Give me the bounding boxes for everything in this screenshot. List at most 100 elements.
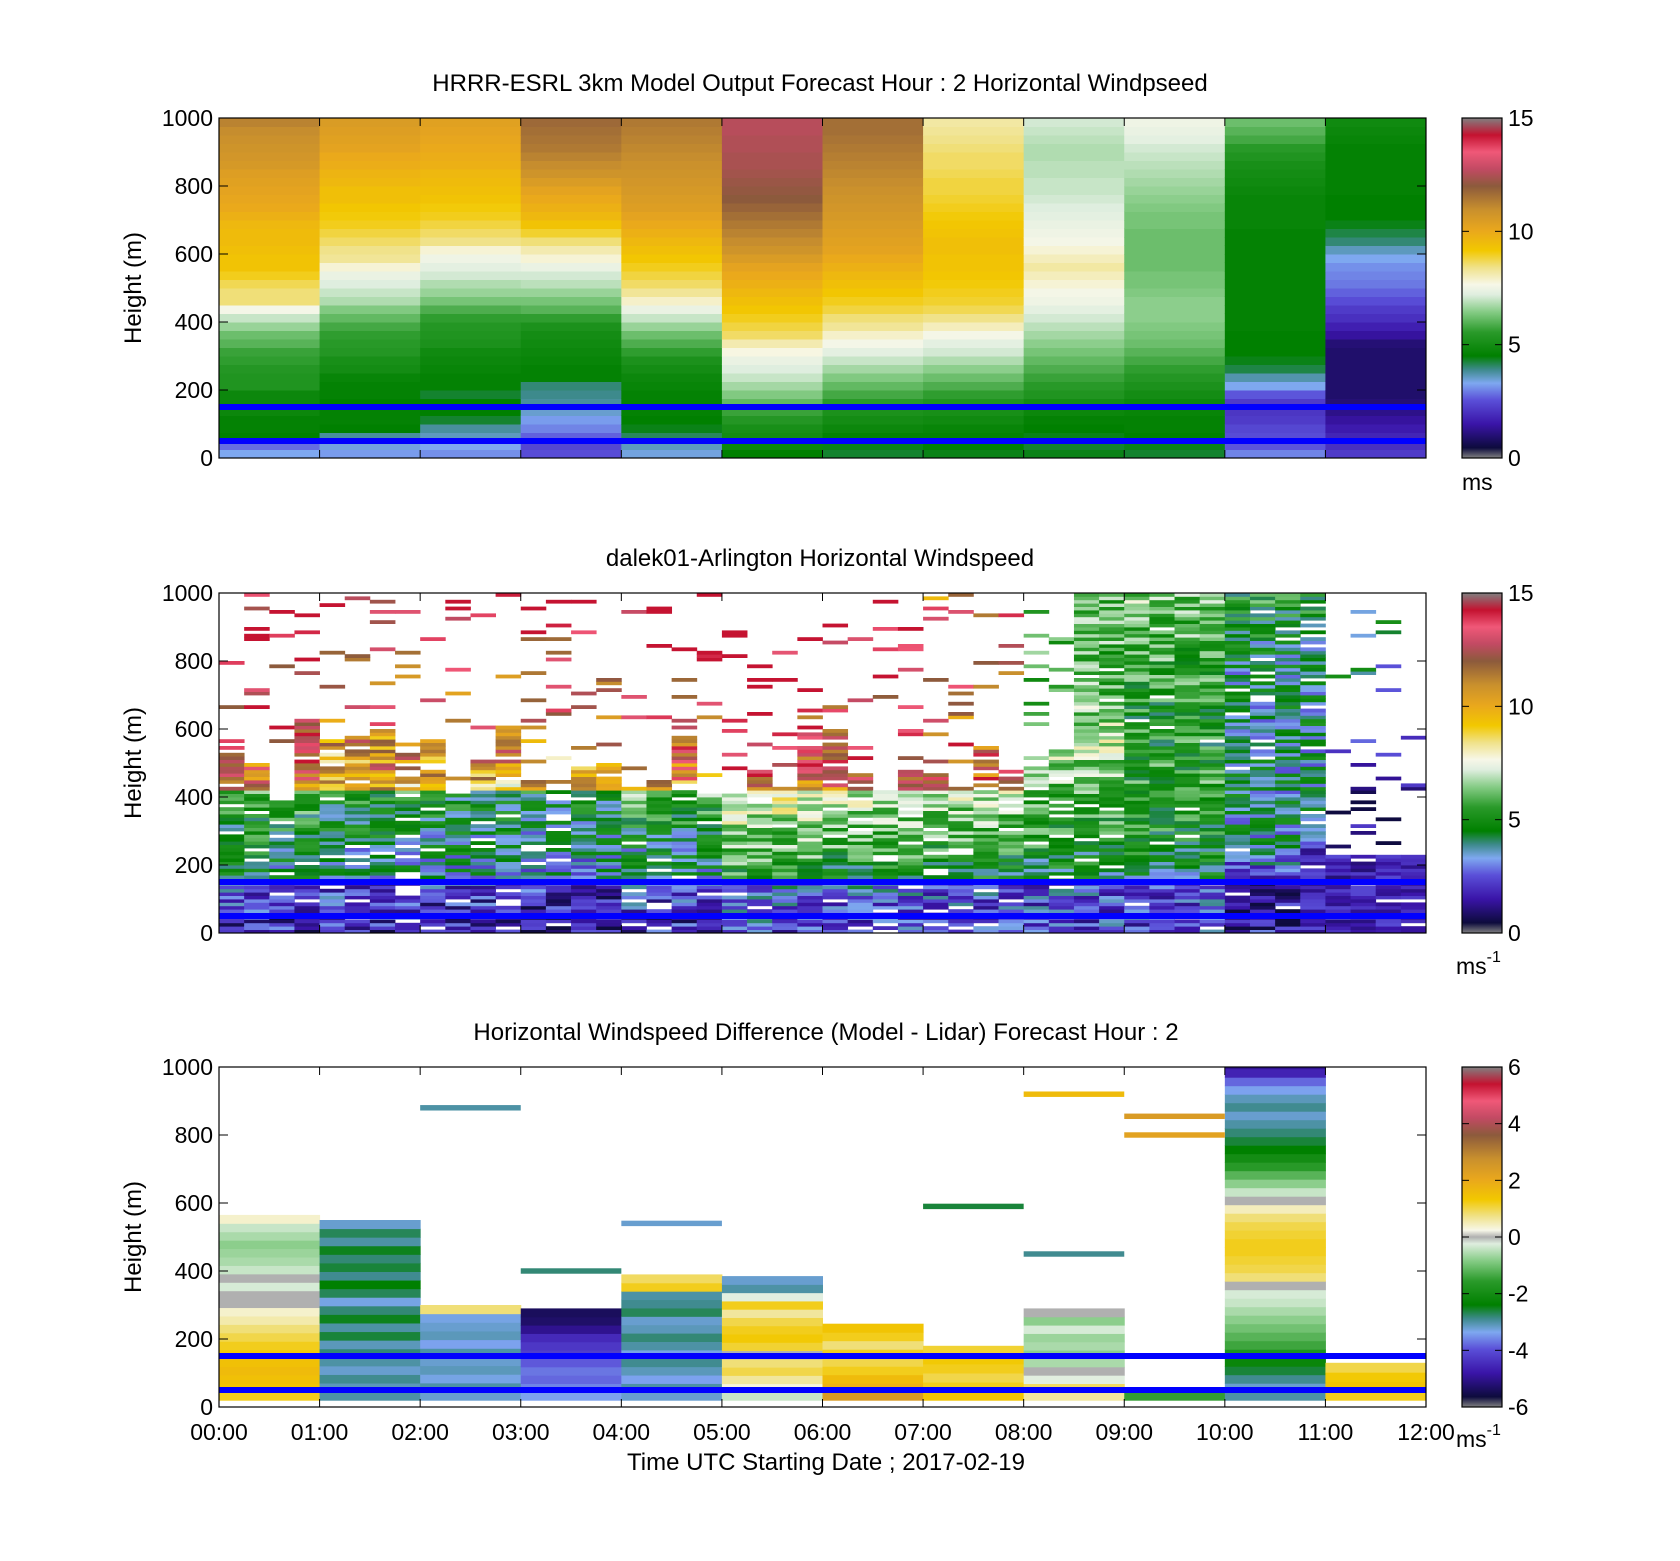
lidar-cell — [1199, 783, 1226, 788]
lidar-cell — [1124, 871, 1150, 876]
lidar-cell — [1249, 599, 1276, 604]
lidar-cell — [1174, 902, 1201, 907]
lidar-cell — [948, 922, 974, 927]
lidar-cell — [1224, 599, 1251, 604]
lidar-cell — [897, 926, 924, 930]
lidar-cell — [596, 824, 622, 828]
lidar-cell — [1224, 783, 1251, 788]
lidar-cell — [369, 681, 396, 686]
lidar-cell — [1350, 739, 1377, 743]
lidar-cell — [294, 786, 320, 791]
lidar-cell — [897, 705, 924, 709]
lidar-cell — [772, 746, 798, 750]
model-cell — [923, 347, 1025, 357]
lidar-cell — [948, 793, 974, 798]
model-cell — [621, 237, 723, 246]
model-cell — [520, 194, 622, 204]
model-cell — [319, 415, 421, 425]
lidar-cell — [1300, 739, 1326, 743]
difference-cell — [420, 1356, 522, 1367]
lidar-cell — [747, 769, 773, 774]
lidar-cell — [1199, 793, 1226, 798]
lidar-cell — [1224, 844, 1251, 849]
model-cell — [923, 152, 1025, 161]
lidar-cell — [1249, 725, 1276, 730]
lidar-cell — [721, 718, 748, 723]
lidar-cell — [772, 820, 798, 825]
lidar-cell — [369, 875, 396, 879]
lidar-cell — [1249, 616, 1276, 621]
lidar-cell — [1199, 858, 1226, 862]
lidar-cell — [520, 892, 547, 896]
lidar-cell — [1099, 814, 1125, 818]
lidar-cell — [1199, 790, 1226, 794]
model-cell — [520, 305, 622, 314]
lidar-cell — [1149, 786, 1175, 791]
lidar-cell — [571, 831, 597, 835]
lidar-cell — [721, 654, 748, 658]
lidar-cell — [1249, 715, 1276, 720]
lidar-cell — [671, 800, 698, 805]
model-cell — [621, 347, 723, 357]
model-cell — [721, 279, 823, 289]
lidar-cell — [696, 650, 723, 655]
model-cell — [923, 237, 1025, 246]
lidar-cell — [1073, 725, 1100, 730]
model-cell — [1023, 390, 1125, 399]
model-cell — [520, 254, 622, 263]
lidar-cell — [747, 742, 773, 747]
lidar-cell — [973, 848, 999, 852]
lidar-cell — [369, 885, 396, 890]
model-cell — [1023, 177, 1125, 187]
lidar-cell — [219, 929, 245, 934]
lidar-cell — [495, 834, 522, 839]
lidar-cell — [1149, 732, 1175, 737]
model-cell — [721, 441, 823, 450]
model-cell — [520, 356, 622, 365]
lidar-cell — [621, 895, 647, 900]
lidar-cell — [520, 885, 547, 890]
lidar-cell — [1275, 674, 1301, 679]
lidar-cell — [897, 895, 924, 900]
lidar-cell — [495, 875, 522, 879]
lidar-cell — [470, 871, 497, 876]
difference-cell — [923, 1354, 1025, 1365]
lidar-cell — [269, 725, 295, 730]
model-cell — [319, 390, 421, 399]
lidar-cell — [747, 929, 773, 934]
lidar-cell — [847, 803, 874, 808]
model-cell — [520, 135, 622, 144]
lidar-cell — [797, 848, 823, 852]
lidar-cell — [1224, 773, 1251, 777]
lidar-cell — [948, 742, 974, 747]
lidar-cell — [1149, 763, 1175, 767]
lidar-cell — [1149, 899, 1175, 903]
lidar-cell — [1249, 854, 1276, 859]
lidar-cell — [495, 831, 522, 835]
lidar-cell — [495, 749, 522, 754]
lidar-cell — [948, 684, 974, 689]
lidar-cell — [797, 752, 823, 757]
lidar-cell — [495, 729, 522, 733]
lidar-cell — [998, 613, 1025, 618]
lidar-cell — [244, 841, 270, 845]
lidar-cell — [998, 803, 1025, 808]
lidar-cell — [1224, 851, 1251, 856]
lidar-cell — [1023, 892, 1050, 896]
lidar-cell — [822, 814, 849, 818]
lidar-cell — [998, 871, 1025, 876]
lidar-cell — [721, 851, 748, 856]
lidar-cell — [1124, 661, 1150, 665]
lidar-cell — [445, 909, 471, 913]
model-cell — [520, 330, 622, 340]
lidar-cell — [1275, 763, 1301, 767]
lidar-cell — [646, 919, 673, 924]
lidar-cell — [948, 854, 974, 859]
lidar-cell — [420, 790, 446, 794]
lidar-cell — [269, 803, 295, 808]
difference-streak — [621, 1220, 722, 1227]
lidar-cell — [747, 817, 773, 822]
lidar-cell — [1073, 759, 1100, 764]
lidar-cell — [445, 824, 471, 828]
x-tick-label: 04:00 — [593, 1419, 651, 1445]
